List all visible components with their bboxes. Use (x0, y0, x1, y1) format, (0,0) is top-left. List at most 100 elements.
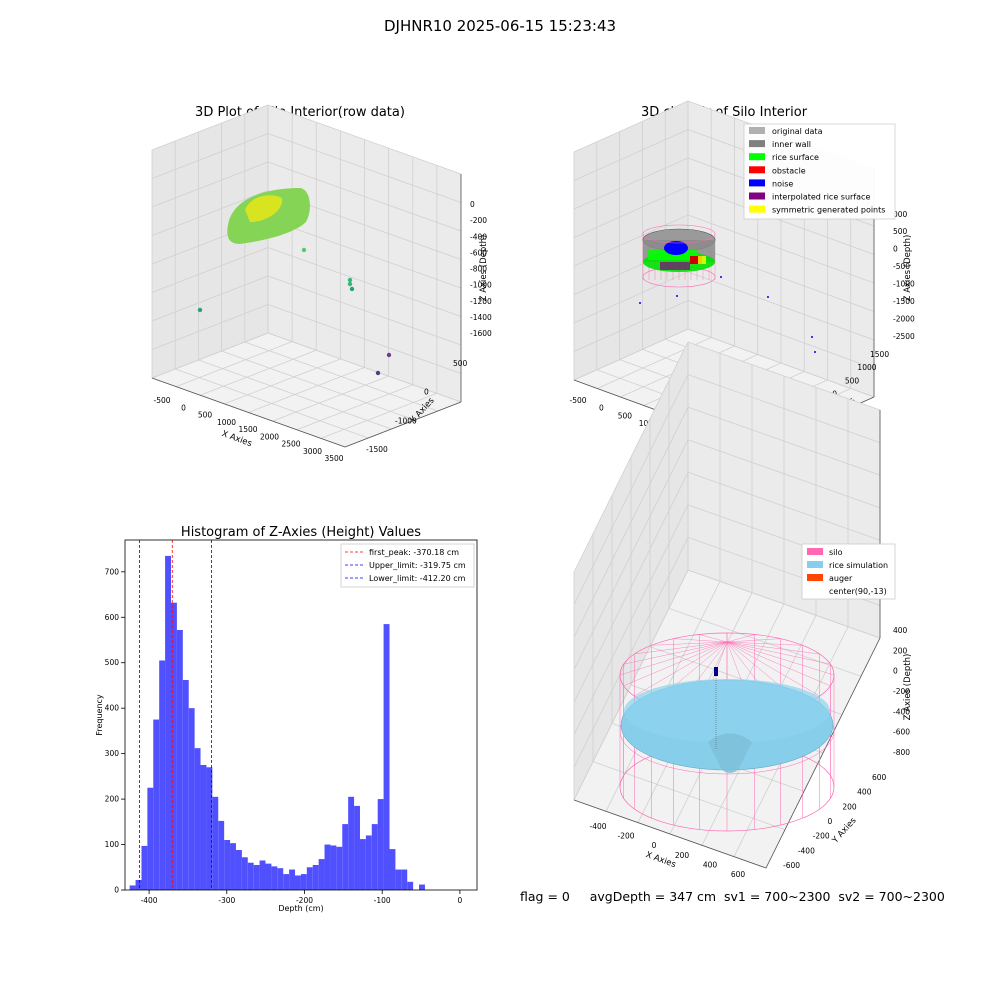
rice-simulation (620, 672, 834, 773)
y-tick-label: 500 (453, 359, 468, 368)
histogram-bar (230, 843, 236, 890)
x-tick-label: -400 (141, 896, 158, 905)
grid-line (573, 157, 689, 210)
grid-line (267, 332, 462, 403)
outlier-point (349, 286, 355, 292)
histogram-bar (330, 845, 337, 890)
histogram-bar (354, 805, 360, 890)
histogram-bar (300, 874, 307, 890)
z-tick-label: -500 (893, 262, 910, 271)
x-tick-label: -500 (569, 396, 586, 405)
histogram-bars (129, 555, 425, 890)
histogram-bar (336, 846, 343, 890)
histogram-bar (182, 680, 189, 890)
x-tick-label: 2500 (281, 440, 300, 449)
x-tick-label: 3500 (324, 454, 343, 463)
legend-swatch (807, 574, 823, 581)
grid-line (573, 406, 689, 638)
legend-label: interpolated rice surface (772, 193, 870, 202)
z-tick-label: -1600 (470, 329, 492, 338)
grid-line (272, 375, 389, 422)
grid-line (267, 161, 462, 232)
histogram-bar (318, 859, 325, 890)
grid-line (573, 472, 689, 703)
y-tick-label: 600 (872, 773, 887, 782)
silo-roof-wire (726, 638, 781, 643)
center-marker (714, 667, 718, 676)
silo-roof-wire (726, 641, 803, 646)
histogram-bar (247, 862, 254, 890)
x-tick-label: 3000 (303, 447, 322, 456)
histogram-bar (194, 748, 201, 890)
silo-roof-wire (634, 641, 728, 697)
y-axis-line (765, 637, 881, 869)
z-tick-label: -600 (893, 728, 910, 737)
x-tick-label: 1500 (238, 425, 257, 434)
obstacle-region (690, 256, 702, 264)
x-tick-label: 1000 (217, 418, 236, 427)
noise-point (811, 336, 813, 338)
raw-data-3d-plot: 3D Plot of Silo Interior(row data)-50005… (151, 104, 492, 463)
legend-label: Lower_limit: -412.20 cm (369, 574, 466, 583)
z-tick-label: 0 (470, 200, 475, 209)
legend-swatch (749, 192, 765, 200)
grid-line (687, 214, 875, 284)
simulation-3d-plot: 3D simulation of Silo Interior-400-20002… (573, 341, 913, 879)
y-tick-label: 200 (105, 795, 120, 804)
silo-roof-wire (726, 641, 820, 697)
z-tick-label: -1200 (470, 297, 492, 306)
x-tick-label: 0 (652, 841, 657, 850)
z-tick-label: -200 (893, 687, 910, 696)
legend-box (743, 123, 896, 220)
grid-line (200, 349, 317, 396)
x-tick-label: -200 (296, 896, 313, 905)
z-tick-label: -800 (470, 265, 487, 274)
silo-roof-wire (699, 634, 728, 643)
outlier-point (347, 281, 353, 287)
grid-line (151, 332, 269, 379)
grid-line (687, 374, 881, 443)
histogram-bar (200, 765, 207, 890)
legend: first_peak: -370.18 cm Upper_limit: -319.… (340, 543, 475, 588)
y-tick-label: 400 (105, 704, 120, 713)
y-tick-label: 300 (105, 749, 120, 758)
histogram-bar (295, 875, 301, 890)
x-tick-label: 400 (703, 860, 718, 869)
z-tick-label: 0 (893, 245, 898, 254)
silo-roof-wire (726, 634, 755, 643)
grid-line (267, 104, 462, 175)
noise-cluster (664, 241, 688, 255)
silo-top-ring (642, 224, 716, 244)
grid-line (573, 186, 689, 238)
histogram-bar (283, 874, 290, 890)
histogram-bar (224, 840, 231, 890)
histogram-bar (359, 839, 366, 890)
x-tick-label: -400 (589, 822, 606, 831)
z-tick-label: -800 (893, 748, 910, 757)
y-tick-label: -600 (783, 861, 800, 870)
silo-roof-wire (726, 641, 831, 687)
grid-line (267, 247, 462, 317)
x-tick-label: 500 (618, 411, 633, 420)
z-tick-label: -200 (470, 216, 487, 225)
outlier-point (347, 277, 353, 283)
legend-swatch (749, 153, 765, 161)
legend-label: rice simulation (829, 561, 888, 570)
silo-roof-wire (623, 641, 728, 687)
histogram-bar (165, 555, 172, 890)
grid-line (296, 384, 413, 431)
histogram-bar (159, 660, 166, 890)
histogram-bar (271, 866, 278, 890)
z-tick-label: -1000 (470, 281, 492, 290)
noise-point (720, 276, 722, 278)
legend-swatch (749, 179, 765, 187)
z-tick-label: -400 (893, 707, 910, 716)
grid-line (151, 190, 269, 236)
y-axis-line (344, 401, 462, 448)
histogram-bar (135, 880, 142, 890)
legend-swatch (749, 166, 765, 174)
outlier-point (294, 222, 300, 228)
histogram-bar (383, 624, 390, 890)
histogram-bar (141, 845, 148, 890)
grid-line (687, 271, 875, 341)
